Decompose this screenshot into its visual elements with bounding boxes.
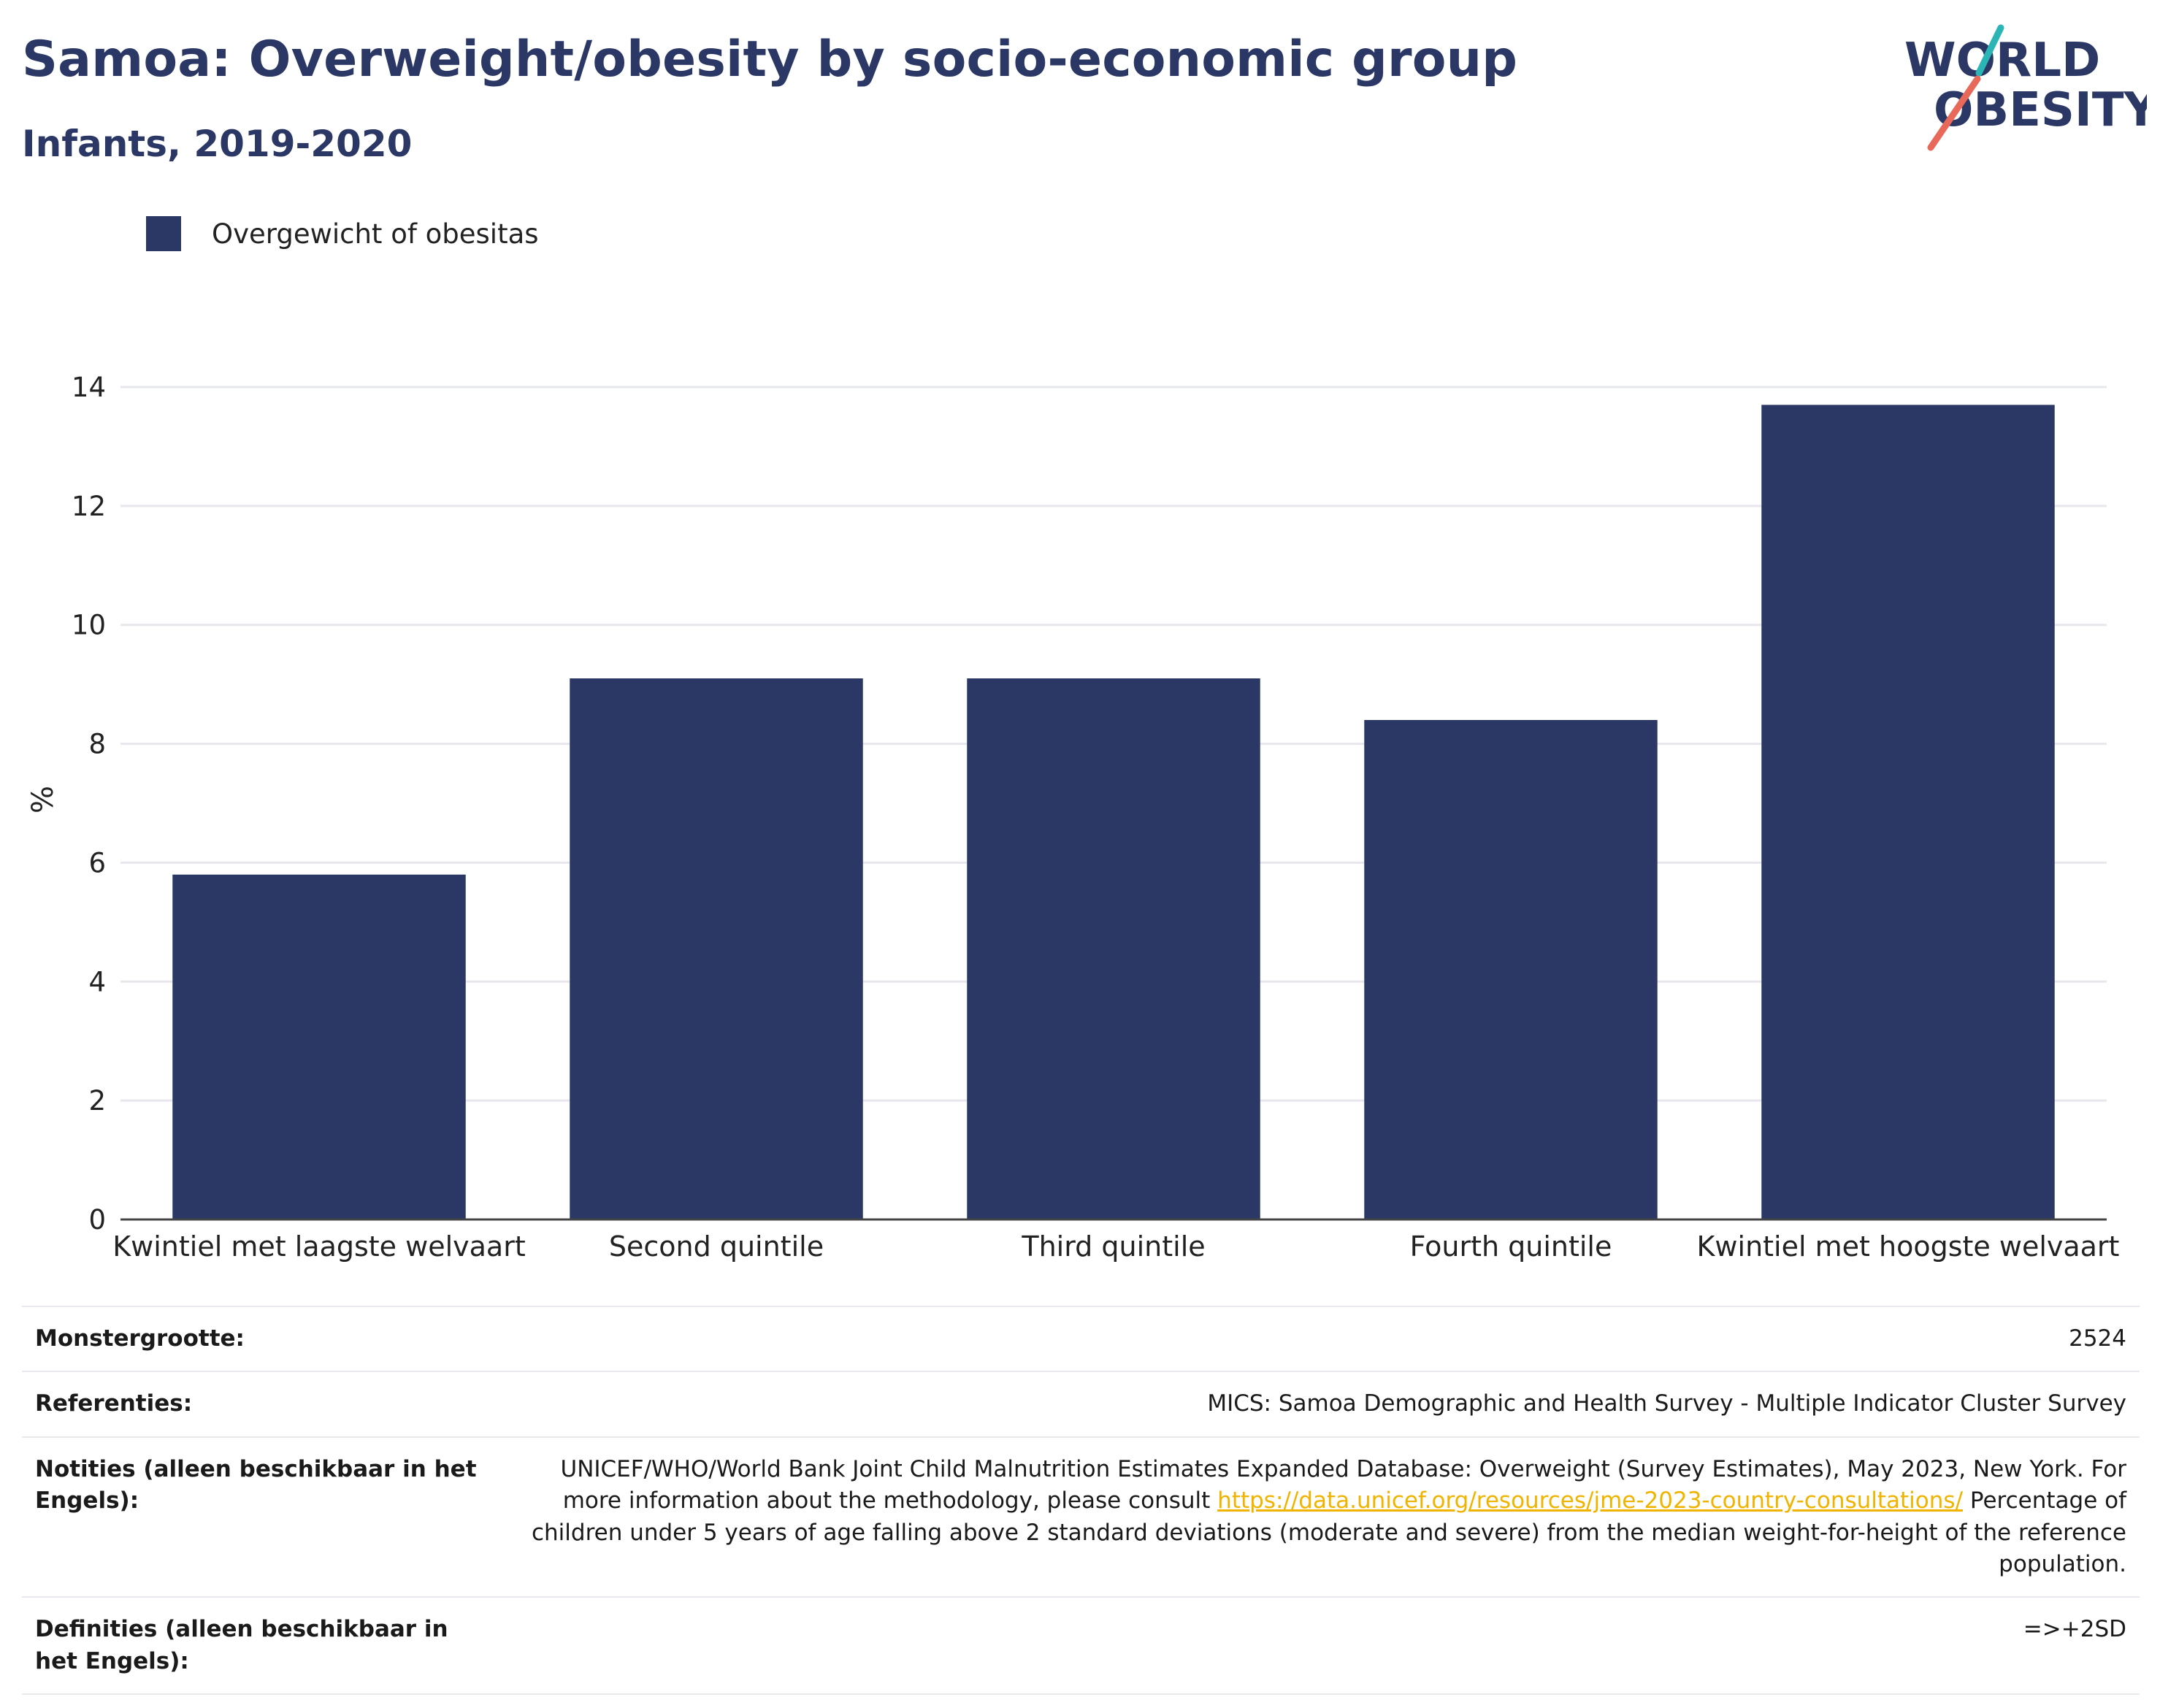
axes: 0 2 4 6 8 10 12 14 Kwintiel met laagste welvaart…	[72, 372, 2120, 1263]
legend-swatch	[146, 216, 181, 251]
info-table: Monstergrootte: 2524 Referenties: MICS: …	[22, 1306, 2140, 1695]
x-tick-label: Kwintiel met hoogste welvaart	[1697, 1230, 2120, 1263]
y-tick-label: 4	[88, 966, 106, 997]
bar-chart: 0 2 4 6 8 10 12 14 Kwintiel met laagste welvaart…	[26, 372, 2120, 1263]
info-row-sample-size: Monstergrootte: 2524	[22, 1306, 2140, 1371]
references-label: Referenties:	[35, 1390, 193, 1417]
bar	[1364, 720, 1658, 1219]
bars	[172, 405, 2055, 1219]
world-obesity-logo: WORLD OBESITY	[1904, 24, 2147, 151]
y-tick-label: 0	[88, 1204, 106, 1236]
definitions-label: Definities (alleen beschikbaar in het En…	[35, 1616, 448, 1674]
logo-line-1: WORLD	[1904, 34, 2100, 88]
definitions-value: =>+2SD	[2023, 1616, 2126, 1643]
bar	[1761, 405, 2055, 1219]
y-tick-label: 10	[72, 610, 106, 641]
y-tick-label: 8	[88, 729, 106, 760]
y-tick-label: 6	[88, 847, 106, 878]
methodology-link[interactable]: https://data.unicef.org/resources/jme-20…	[1217, 1487, 1964, 1514]
y-tick-label: 12	[72, 491, 106, 522]
logo-slash-red	[1927, 75, 1981, 151]
info-row-notes: Notities (alleen beschikbaar in het Enge…	[22, 1436, 2140, 1598]
info-row-references: Referenties: MICS: Samoa Demographic and…	[22, 1371, 2140, 1436]
x-tick-label: Kwintiel met laagste welvaart	[112, 1230, 526, 1263]
notes-label: Notities (alleen beschikbaar in het Enge…	[35, 1455, 477, 1514]
chart-title: Samoa: Overweight/obesity by socio-econo…	[22, 31, 1518, 88]
notes-text-before: UNICEF/WHO/World Bank Joint Child Malnut…	[560, 1455, 2127, 1514]
y-tick-label: 14	[72, 372, 106, 403]
sample-size-value: 2524	[2069, 1325, 2126, 1352]
notes-text-after: Percentage of children under 5 years of …	[531, 1487, 2126, 1577]
sample-size-label: Monstergrootte:	[35, 1325, 245, 1352]
x-tick-label: Third quintile	[1021, 1230, 1205, 1263]
bar	[570, 678, 863, 1219]
legend-label: Overgewicht of obesitas	[212, 218, 539, 250]
chart-subtitle: Infants, 2019-2020	[22, 123, 413, 165]
notes-value: UNICEF/WHO/World Bank Joint Child Malnut…	[501, 1437, 2140, 1598]
x-tick-label: Fourth quintile	[1410, 1230, 1612, 1263]
y-axis-title: %	[26, 786, 60, 813]
bar	[172, 874, 466, 1219]
logo-slash-teal	[1975, 24, 2004, 77]
y-tick-label: 2	[88, 1085, 106, 1117]
x-tick-label: Second quintile	[609, 1230, 824, 1263]
bar	[967, 678, 1260, 1219]
info-row-definitions: Definities (alleen beschikbaar in het En…	[22, 1597, 2140, 1695]
references-value: MICS: Samoa Demographic and Health Surve…	[1207, 1390, 2126, 1417]
legend[interactable]: Overgewicht of obesitas	[146, 216, 539, 251]
